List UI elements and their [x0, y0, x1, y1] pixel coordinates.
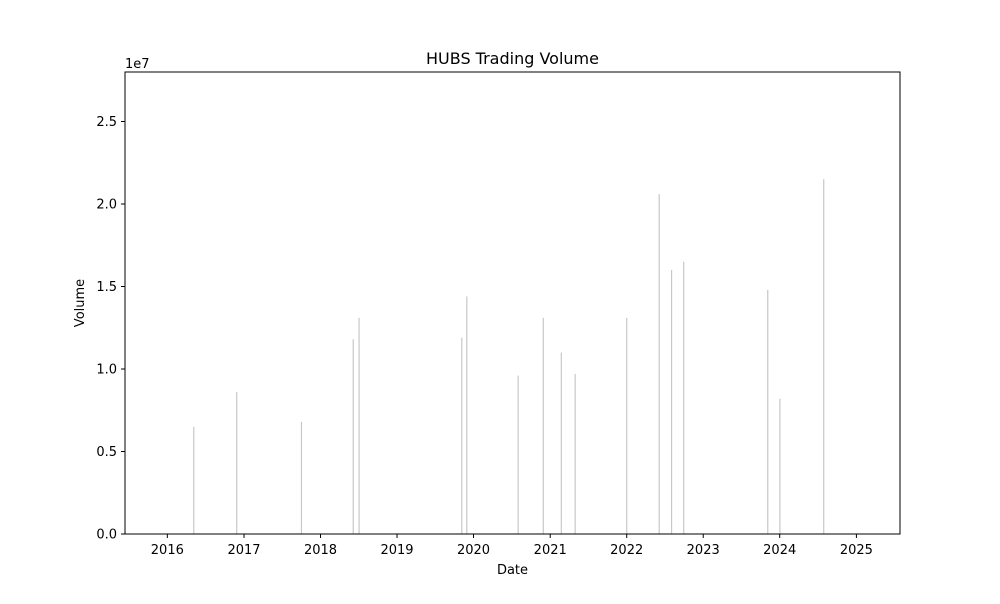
volume-bar — [560, 352, 562, 534]
x-tick-label: 2023 — [687, 543, 720, 558]
volume-bar — [767, 289, 769, 534]
x-tick-label: 2019 — [380, 543, 413, 558]
x-tick-label: 2020 — [457, 543, 490, 558]
volume-bar — [574, 373, 576, 534]
x-axis-ticks: 2016 2017 2018 2019 2020 2021 2022 2023 2024 2025 — [151, 534, 873, 558]
volume-bar — [683, 261, 685, 534]
chart-title: HUBS Trading Volume — [426, 49, 599, 68]
y-tick-label: 2.5 — [96, 115, 117, 130]
x-tick-label: 2017 — [227, 543, 260, 558]
x-tick-label: 2021 — [534, 543, 567, 558]
x-axis-label: Date — [497, 563, 528, 578]
volume-bar — [779, 398, 781, 534]
volume-bar — [193, 426, 195, 534]
x-tick-label: 2025 — [840, 543, 873, 558]
volume-bar — [352, 339, 354, 534]
y-axis-label: Volume — [73, 279, 88, 327]
y-tick-label: 0.0 — [96, 528, 117, 543]
volume-bar — [461, 337, 463, 534]
y-axis-ticks: 0.0 0.5 1.0 1.5 2.0 2.5 — [96, 115, 125, 543]
volume-bar — [517, 375, 519, 534]
volume-bar — [236, 392, 238, 534]
x-tick-label: 2018 — [304, 543, 337, 558]
plot-area-frame — [124, 71, 901, 535]
x-tick-label: 2022 — [610, 543, 643, 558]
volume-bar — [358, 317, 360, 534]
y-tick-label: 2.0 — [96, 198, 117, 213]
volume-bar — [670, 270, 673, 534]
x-tick-label: 2024 — [763, 543, 796, 558]
y-axis-offset-label: 1e7 — [125, 57, 150, 72]
x-tick-label: 2016 — [151, 543, 184, 558]
bar-series — [193, 179, 825, 534]
volume-bar — [823, 179, 825, 534]
volume-bar — [466, 296, 468, 534]
volume-bar — [626, 317, 628, 534]
volume-bar — [658, 194, 660, 534]
y-tick-label: 0.5 — [96, 445, 117, 460]
volume-bar — [542, 317, 544, 534]
y-tick-label: 1.0 — [96, 363, 117, 378]
volume-bar — [300, 421, 303, 534]
y-tick-label: 1.5 — [96, 280, 117, 295]
